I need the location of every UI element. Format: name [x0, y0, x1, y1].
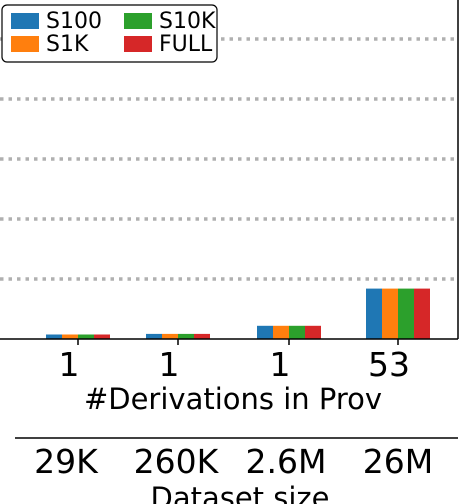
legend-swatch-s100	[11, 13, 39, 29]
bars	[46, 288, 430, 339]
bar-s1k-1	[62, 334, 78, 339]
bar-s1k-3	[273, 325, 289, 339]
bar-full-3	[305, 325, 321, 339]
legend-label-s10k: S10K	[159, 9, 216, 34]
bar-s1k-4	[382, 288, 398, 339]
secondary-x-tick-label-4: 26M	[363, 442, 433, 481]
bar-s100-2	[146, 333, 162, 339]
x-tick-label-4: 53	[368, 345, 410, 384]
bar-s10k-3	[289, 325, 305, 339]
secondary-x-tick-label-2: 260K	[134, 442, 220, 481]
grid-lines	[0, 37, 458, 281]
secondary-x-axis-label: Dataset size	[150, 481, 329, 504]
x-ticks: 1 1 1 53	[59, 339, 410, 384]
x-tick-label-2: 1	[159, 345, 180, 384]
legend-swatch-s10k	[124, 13, 152, 29]
legend-label-full: FULL	[159, 32, 213, 57]
bar-full-4	[414, 288, 430, 339]
secondary-x-ticks: 29K 260K 2.6M 26M	[34, 442, 433, 481]
secondary-x-tick-label-1: 29K	[34, 442, 99, 481]
bar-s10k-4	[398, 288, 414, 339]
x-axis-label: #Derivations in Prov	[84, 382, 382, 416]
bar-s1k-2	[162, 333, 178, 339]
bar-s10k-2	[178, 333, 194, 339]
legend-box	[1, 4, 218, 63]
bar-full-1	[94, 334, 110, 339]
secondary-x-tick-label-3: 2.6M	[246, 442, 327, 481]
x-tick-label-1: 1	[59, 345, 80, 384]
bar-s100-3	[257, 325, 273, 339]
legend-swatch-s1k	[11, 36, 39, 52]
bar-s100-1	[46, 334, 62, 339]
bar-s100-4	[366, 288, 382, 339]
x-tick-label-3: 1	[270, 345, 291, 384]
bar-full-2	[194, 333, 210, 339]
bar-s10k-1	[78, 334, 94, 339]
legend-swatch-full	[124, 36, 152, 52]
legend-label-s100: S100	[46, 9, 102, 34]
legend-label-s1k: S1K	[46, 32, 89, 57]
